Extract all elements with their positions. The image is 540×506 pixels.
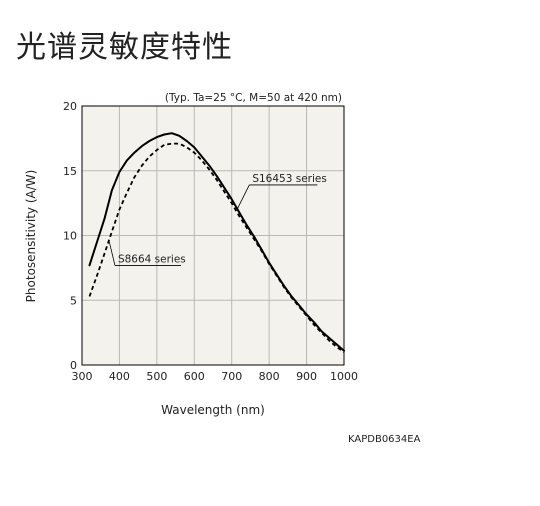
y-tick-label: 0 (70, 359, 77, 372)
series-annotation-label: S16453 series (252, 173, 326, 185)
x-tick-label: 1000 (330, 370, 358, 383)
chart-subtitle: (Typ. Ta=25 °C, M=50 at 420 nm) (165, 92, 342, 104)
x-tick-label: 700 (221, 370, 242, 383)
annotation-leader-line (236, 184, 250, 210)
series-annotation-label: S8664 series (118, 253, 186, 265)
grid-lines (82, 106, 344, 365)
series-line-2 (88, 142, 345, 353)
series-annotations: S16453 series S8664 series (108, 173, 327, 266)
x-axis-label: Wavelength (nm) (161, 403, 265, 417)
y-axis-label: Photosensitivity (A/W) (24, 170, 38, 303)
plot-frame (81, 105, 345, 366)
x-tick-label: 900 (296, 370, 317, 383)
x-tick-label: 600 (184, 370, 205, 383)
annotation-leader-line (108, 240, 116, 266)
y-tick-label: 20 (63, 100, 77, 113)
x-tick-label: 300 (72, 370, 93, 383)
y-tick-label: 10 (63, 230, 77, 243)
page-title: 光谱灵敏度特性 (16, 30, 233, 65)
figure-code: KAPDB0634EA (348, 434, 421, 445)
data-series (88, 132, 345, 353)
y-tick-label: 15 (63, 165, 77, 178)
y-tick-label: 5 (70, 294, 77, 307)
x-tick-label: 800 (259, 370, 280, 383)
x-tick-label: 400 (109, 370, 130, 383)
x-tick-label: 500 (146, 370, 167, 383)
tick-labels: 300 400 500 600 700 800 900 1000 0 5 10 15 20 (63, 100, 358, 383)
